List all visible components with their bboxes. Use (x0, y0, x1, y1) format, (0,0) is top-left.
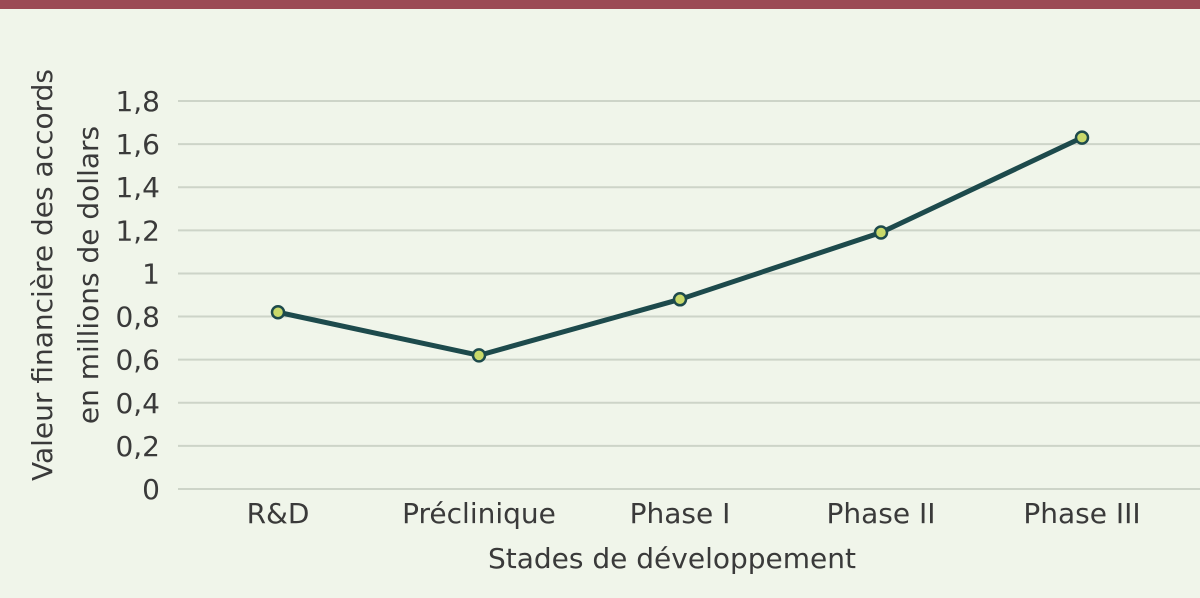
grid-lines (178, 100, 1200, 490)
x-tick-labels: R&D Préclinique Phase I Phase II Phase III (247, 497, 1141, 530)
y-tick-labels: 0 0,2 0,4 0,6 0,8 1 1,2 1,4 1,6 1,8 (115, 85, 160, 506)
data-point (270, 304, 286, 320)
y-axis-title-line-1: Valeur financière des accords (26, 69, 59, 481)
y-tick-label: 1 (142, 257, 160, 290)
x-axis-title: Stades de développement (488, 542, 856, 575)
data-point (1074, 130, 1090, 145)
data-point (471, 348, 487, 363)
y-axis-title-line-2: en millions de dollars (72, 126, 105, 424)
x-tick-label: Phase II (826, 497, 935, 530)
data-point (873, 225, 889, 240)
x-tick-label: Phase I (630, 497, 731, 530)
x-tick-label: Préclinique (402, 497, 556, 530)
data-point (672, 292, 688, 307)
y-tick-label: 0,4 (115, 387, 160, 420)
y-tick-label: 1,2 (115, 214, 160, 247)
y-tick-label: 1,8 (115, 85, 160, 118)
x-tick-label: Phase III (1023, 497, 1140, 530)
y-tick-label: 0,2 (115, 430, 160, 463)
y-tick-label: 0,8 (115, 301, 160, 334)
x-tick-label: R&D (247, 497, 310, 530)
series-line (275, 135, 1085, 358)
y-tick-label: 1,4 (115, 171, 160, 204)
series-group (270, 130, 1090, 363)
y-tick-label: 0 (142, 473, 160, 506)
y-tick-label: 0,6 (115, 344, 160, 377)
y-tick-label: 1,6 (115, 128, 160, 161)
top-accent-bar (0, 0, 1200, 9)
